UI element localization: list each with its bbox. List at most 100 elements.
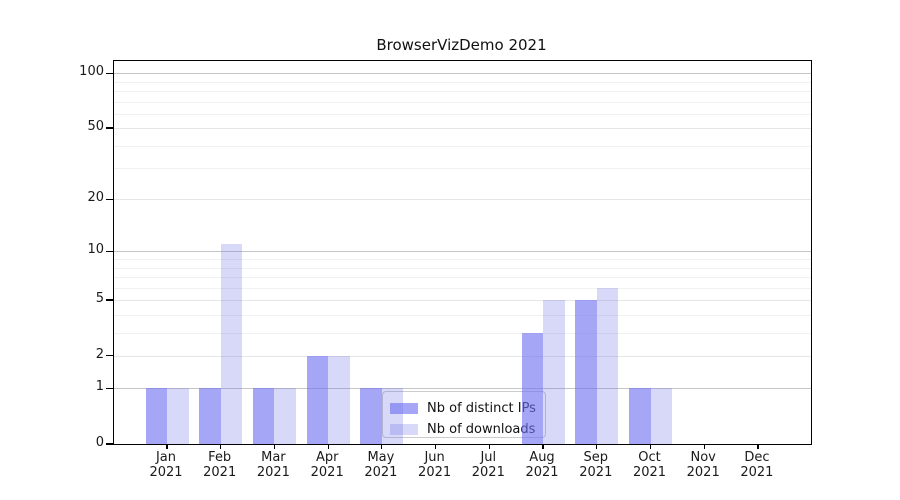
x-tick-label-month: Apr [315,450,339,465]
y-tick-label: 50 [87,119,104,135]
y-tick-mark [106,443,113,445]
bar-distinct-ips [575,300,597,444]
x-tick-label-year: 2021 [418,465,452,480]
y-tick-mark [106,355,113,357]
x-tick-label-month: Aug [529,450,555,465]
bar-distinct-ips [629,388,651,444]
x-tick-label-year: 2021 [579,465,613,480]
gridline-minor [114,287,811,289]
bar-distinct-ips [252,388,275,444]
x-tick-label-month: Oct [638,450,661,465]
gridline-major [114,199,811,201]
x-tick-label-year: 2021 [632,465,667,480]
bar-downloads [543,300,565,444]
y-tick-mark [106,72,113,74]
plot-area: Nb of distinct IPs Nb of downloads [106,60,812,449]
x-tick-label: May 2021 [336,450,426,480]
legend-row-downloads: Nb of downloads [390,419,537,440]
x-tick-label: Aug 2021 [497,450,587,480]
x-tick-label-year: 2021 [256,465,290,480]
x-tick-label-month: May [367,450,395,465]
x-tick-label: Jun 2021 [390,450,480,480]
y-tick-mark [106,299,113,301]
x-tick-label-year: 2021 [364,465,398,480]
x-tick-label-month: Mar [261,450,286,465]
bar-distinct-ips [360,388,382,444]
y-tick-mark [106,198,113,200]
gridline-minor [114,101,811,103]
x-tick-label: Sep 2021 [551,450,641,480]
legend: Nb of distinct IPs Nb of downloads [382,391,546,438]
gridline-major [114,355,811,357]
gridline-minor [114,276,811,278]
x-tick-label-year: 2021 [471,465,505,480]
gridline-minor [114,81,811,83]
x-tick-label-year: 2021 [740,465,774,480]
x-tick-label: Feb 2021 [175,450,265,480]
chart-title: BrowserVizDemo 2021 [376,36,547,54]
gridline-major [114,388,811,390]
x-tick-label-month: Jun [424,450,445,465]
gridline-minor [114,332,811,334]
y-tick-label: 2 [95,346,104,362]
gridline-minor [114,113,811,115]
bar-downloads [328,355,350,444]
gridline-minor [114,145,811,147]
x-tick-label: Oct 2021 [605,450,695,480]
legend-label-downloads: Nb of downloads [427,422,536,437]
legend-label-distinct-ips: Nb of distinct IPs [427,401,536,416]
bar-downloads [167,388,189,444]
x-tick-mark [220,444,222,449]
x-tick-mark [757,444,759,449]
y-tick-mark [106,387,113,389]
x-tick-label-year: 2021 [203,465,237,480]
x-tick-label-year: 2021 [310,465,344,480]
x-tick-label-month: Jan [155,450,177,465]
gridline-major [114,73,811,75]
x-tick-label-year: 2021 [525,465,559,480]
bar-distinct-ips [199,388,221,444]
x-tick-label: Jan 2021 [121,450,211,480]
x-tick-mark [435,444,437,449]
x-tick-label: Nov 2021 [658,450,748,480]
bar-downloads [650,388,672,444]
bar-downloads [274,388,296,444]
legend-swatch-distinct-ips [390,403,418,414]
bar-downloads [381,388,404,444]
x-tick-label-month: Feb [208,450,232,465]
bar-distinct-ips [306,355,329,444]
x-tick-label-year: 2021 [686,465,720,480]
x-tick-mark [327,444,329,449]
gridline-major [114,251,811,253]
y-tick-label: 10 [87,242,104,258]
gridline-minor [114,259,811,260]
y-tick-label: 5 [95,291,104,306]
x-tick-mark [596,444,598,449]
gridline-minor [114,314,811,316]
x-tick-label-month: Nov [690,450,716,465]
x-tick-label-month: Dec [744,450,770,465]
gridline-major [114,300,811,301]
x-tick-mark [381,444,383,449]
gridline-minor [114,168,811,170]
bar-distinct-ips [145,388,167,444]
x-tick-label-month: Jul [480,450,497,465]
x-tick-label: Dec 2021 [712,450,802,480]
x-tick-label: Mar 2021 [228,450,318,480]
y-tick-label: 100 [79,64,104,80]
gridline-major [114,128,811,130]
legend-swatch-downloads [390,424,418,435]
x-tick-mark [488,444,490,449]
x-tick-mark [166,444,168,449]
x-tick-mark [703,444,705,449]
x-tick-label: Jul 2021 [443,450,533,480]
y-tick-label: 20 [87,190,104,206]
x-tick-label-year: 2021 [149,465,183,480]
bar-downloads [596,287,619,444]
gridline-minor [114,267,811,269]
y-tick-label: 0 [95,435,104,450]
x-tick-mark [649,444,652,449]
legend-row-distinct-ips: Nb of distinct IPs [390,398,537,419]
x-tick-mark [542,444,544,449]
